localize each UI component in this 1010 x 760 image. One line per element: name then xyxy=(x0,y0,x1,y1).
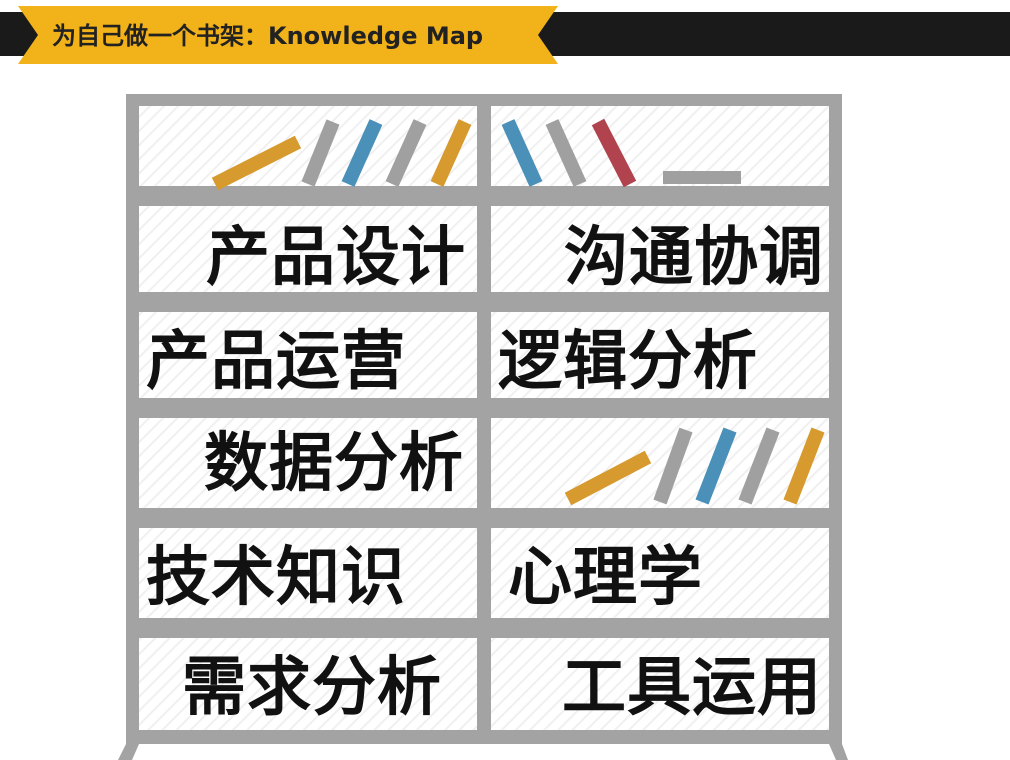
shelf-label-product-operations: 产品运营 xyxy=(146,325,406,399)
shelf-label-logical-analysis: 逻辑分析 xyxy=(498,325,758,399)
page-title: 为自己做一个书架：Knowledge Map xyxy=(52,22,484,50)
header-tag xyxy=(18,6,558,64)
shelf-label-communication: 沟通协调 xyxy=(564,221,824,295)
shelf-frame xyxy=(118,94,848,760)
shelf-label-data-analysis: 数据分析 xyxy=(204,427,464,501)
shelf-label-tech-knowledge: 技术知识 xyxy=(146,541,406,615)
shelf-label-product-design: 产品设计 xyxy=(206,221,466,295)
books-top-left xyxy=(211,119,472,191)
shelf-label-tool-usage: 工具运用 xyxy=(562,651,822,725)
shelf-label-requirements-analysis: 需求分析 xyxy=(182,651,442,725)
shelf-label-psychology: 心理学 xyxy=(508,541,703,615)
shelf-compartments xyxy=(139,106,829,730)
books-middle-right xyxy=(564,427,825,506)
books-top-right xyxy=(501,118,741,188)
